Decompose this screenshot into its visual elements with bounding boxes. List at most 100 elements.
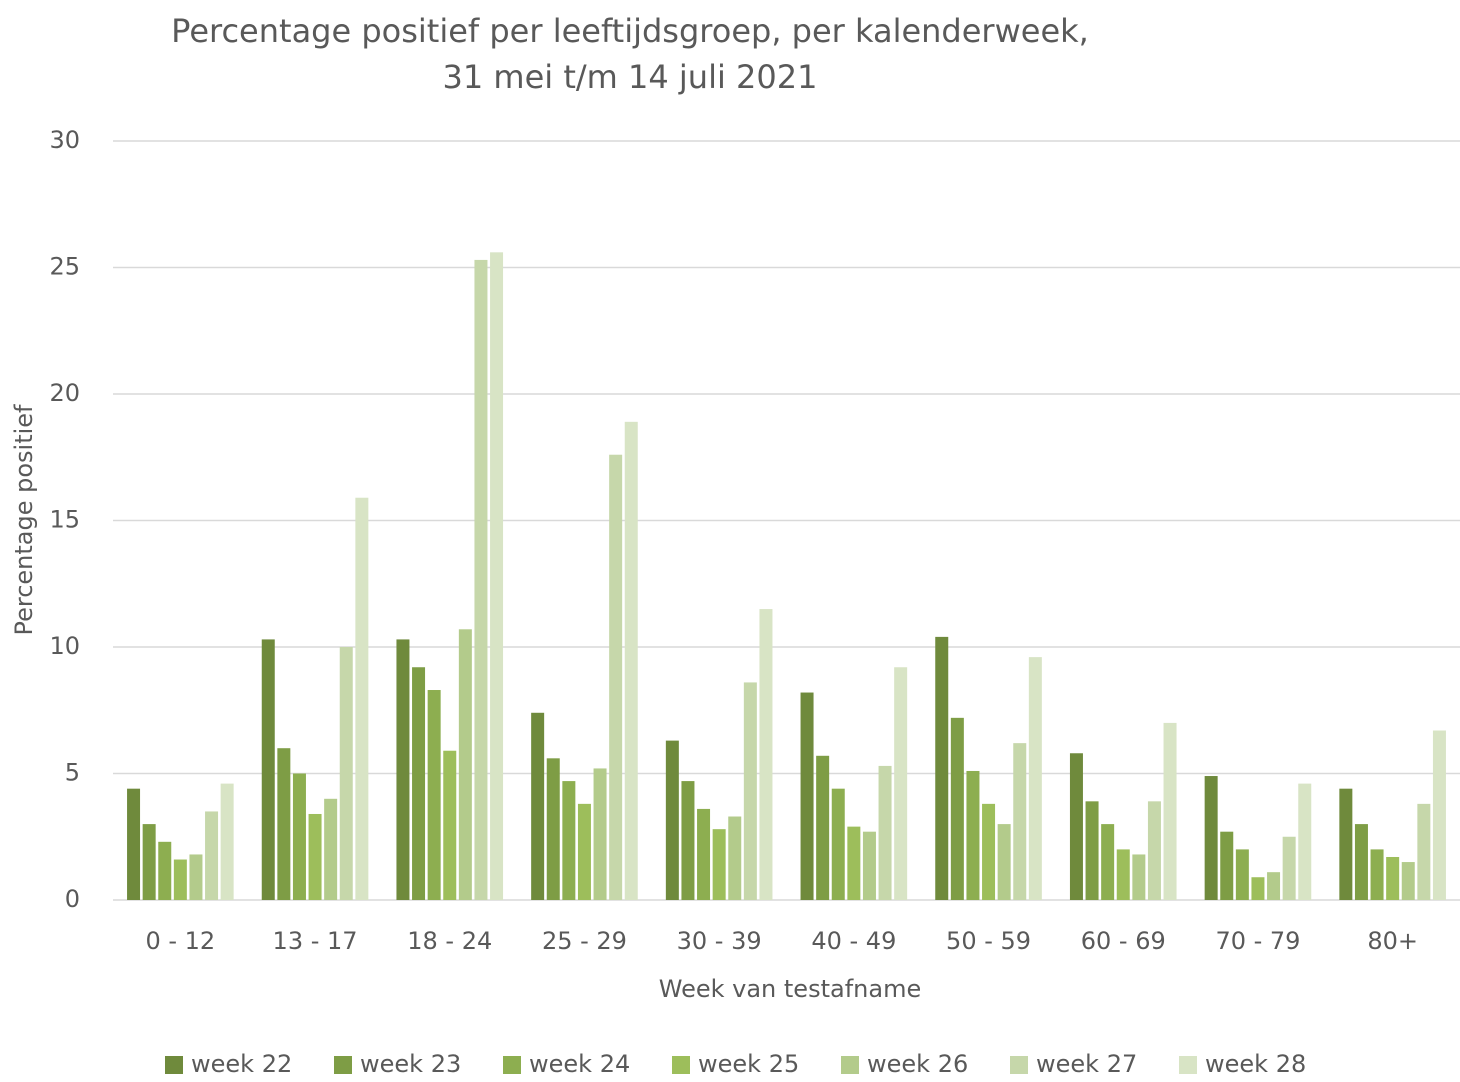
bar xyxy=(593,768,607,900)
bar xyxy=(966,770,980,900)
bar xyxy=(1220,831,1234,900)
bar xyxy=(220,783,234,900)
bar xyxy=(862,831,876,900)
bar xyxy=(189,854,203,900)
bar xyxy=(1085,801,1099,900)
bar xyxy=(1132,854,1146,900)
bar xyxy=(759,609,773,900)
bar xyxy=(490,252,504,900)
bar xyxy=(1101,824,1115,900)
x-tick-label: 25 - 29 xyxy=(542,927,627,955)
legend-swatch xyxy=(1179,1056,1197,1074)
y-tick-label: 5 xyxy=(65,759,80,787)
bar xyxy=(173,859,187,900)
bar xyxy=(1401,862,1415,900)
bar xyxy=(665,740,679,900)
bar xyxy=(205,811,219,900)
legend-label: week 25 xyxy=(698,1050,799,1078)
bar xyxy=(800,692,814,900)
x-axis-label: Week van testafname xyxy=(659,975,921,1003)
bar xyxy=(1116,849,1130,900)
bar xyxy=(142,824,156,900)
bar xyxy=(427,690,441,900)
y-tick-label: 15 xyxy=(49,506,80,534)
bar xyxy=(127,788,141,900)
legend-swatch xyxy=(503,1056,521,1074)
legend-label: week 23 xyxy=(360,1050,461,1078)
legend-swatch xyxy=(165,1056,183,1074)
bar xyxy=(1163,722,1177,900)
bar xyxy=(743,682,757,900)
chart-title: 31 mei t/m 14 juli 2021 xyxy=(443,58,818,96)
legend-swatch xyxy=(1010,1056,1028,1074)
bar xyxy=(308,813,322,900)
bar xyxy=(458,629,472,900)
bar xyxy=(894,667,908,900)
bar xyxy=(339,647,353,900)
x-tick-label: 13 - 17 xyxy=(273,927,358,955)
y-tick-label: 30 xyxy=(49,126,80,154)
x-tick-label: 50 - 59 xyxy=(946,927,1031,955)
bar xyxy=(1251,877,1265,900)
legend-swatch xyxy=(672,1056,690,1074)
bar xyxy=(1282,836,1296,900)
bar xyxy=(1354,824,1368,900)
bar xyxy=(577,803,591,900)
x-tick-label: 18 - 24 xyxy=(407,927,492,955)
bar xyxy=(1235,849,1249,900)
bar xyxy=(531,712,545,900)
bar xyxy=(292,773,306,900)
legend-swatch xyxy=(334,1056,352,1074)
legend-swatch xyxy=(841,1056,859,1074)
y-tick-label: 20 xyxy=(49,379,80,407)
bar xyxy=(878,765,892,900)
bar xyxy=(847,826,861,900)
bar xyxy=(950,717,964,900)
bar xyxy=(324,798,338,900)
bar xyxy=(1370,849,1384,900)
x-tick-label: 80+ xyxy=(1367,927,1418,955)
legend-label: week 27 xyxy=(1036,1050,1137,1078)
bar xyxy=(609,454,623,900)
bar xyxy=(712,829,726,900)
bar xyxy=(1204,776,1218,900)
bar xyxy=(1298,783,1312,900)
bar xyxy=(443,750,457,900)
y-axis-label: Percentage positief xyxy=(10,404,38,636)
bar xyxy=(1147,801,1161,900)
legend-label: week 28 xyxy=(1205,1050,1306,1078)
y-tick-label: 0 xyxy=(65,885,80,913)
bar xyxy=(1069,753,1083,900)
bar xyxy=(1432,730,1446,900)
bar xyxy=(624,421,638,900)
bar xyxy=(816,755,830,900)
x-tick-label: 0 - 12 xyxy=(145,927,215,955)
bar xyxy=(1339,788,1353,900)
legend-label: week 26 xyxy=(867,1050,968,1078)
bar xyxy=(396,639,410,900)
bar xyxy=(546,758,560,900)
bar xyxy=(728,816,742,900)
x-tick-label: 70 - 79 xyxy=(1215,927,1300,955)
y-tick-label: 25 xyxy=(49,253,80,281)
bar xyxy=(1417,803,1431,900)
y-tick-label: 10 xyxy=(49,632,80,660)
bar xyxy=(982,803,996,900)
chart-title: Percentage positief per leeftijdsgroep, … xyxy=(171,12,1089,50)
legend-label: week 24 xyxy=(529,1050,630,1078)
bar xyxy=(997,824,1011,900)
bar xyxy=(1267,872,1281,900)
bar xyxy=(935,636,949,900)
x-tick-label: 40 - 49 xyxy=(811,927,896,955)
bar xyxy=(158,841,172,900)
bar xyxy=(831,788,845,900)
bar xyxy=(681,781,695,900)
bar xyxy=(261,639,275,900)
bar xyxy=(1028,657,1042,900)
bar xyxy=(562,781,576,900)
x-tick-label: 30 - 39 xyxy=(677,927,762,955)
bar xyxy=(277,748,291,900)
bar xyxy=(474,259,488,900)
legend-label: week 22 xyxy=(191,1050,292,1078)
